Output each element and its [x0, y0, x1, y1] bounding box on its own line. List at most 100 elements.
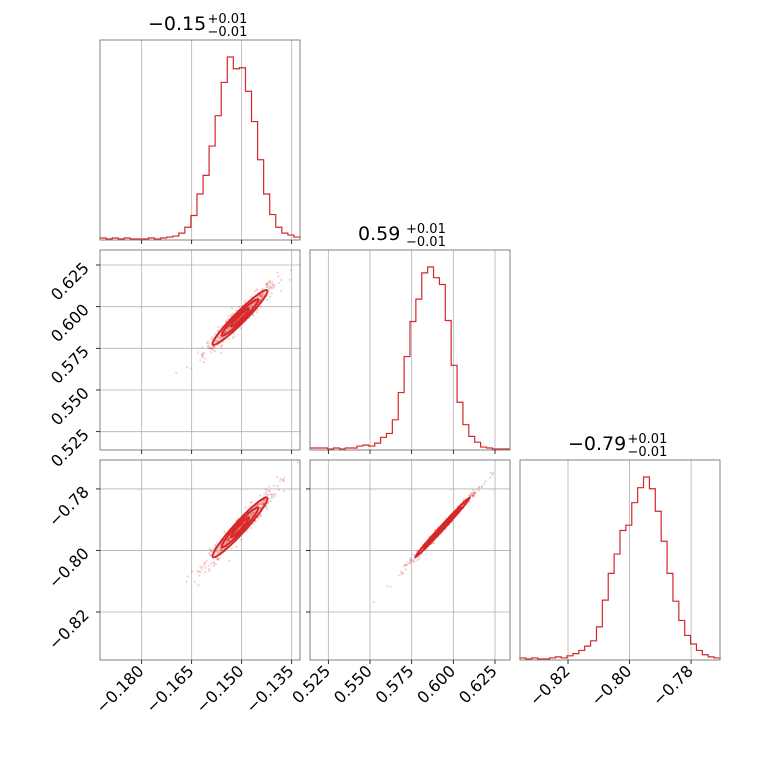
param-2-minus: −0.01: [628, 445, 668, 460]
sample-point: [400, 571, 403, 574]
sample-point: [257, 517, 260, 520]
sample-point: [261, 502, 264, 506]
sample-point: [256, 288, 259, 291]
xtick-label-1-1: 0.550: [330, 661, 376, 707]
sample-point: [259, 293, 262, 296]
sample-point: [209, 562, 213, 565]
sample-point: [267, 493, 270, 496]
sample-point: [409, 560, 413, 563]
sample-point: [216, 549, 219, 553]
sample-point: [249, 304, 253, 307]
sample-point: [269, 499, 272, 503]
sample-point: [282, 478, 285, 481]
sample-point: [200, 566, 203, 569]
sample-point: [413, 557, 417, 560]
sample-point: [209, 554, 212, 557]
sample-point: [202, 351, 205, 354]
sample-point: [259, 494, 262, 497]
sample-point: [267, 284, 270, 287]
sample-point: [260, 514, 263, 517]
sample-point: [262, 500, 265, 503]
sample-point: [402, 572, 405, 575]
sample-point: [265, 505, 268, 509]
sample-point: [400, 570, 403, 573]
panel-21-frame: [309, 459, 511, 661]
sample-point: [472, 491, 475, 494]
sample-point: [228, 328, 231, 331]
sample-point: [268, 280, 272, 283]
sample-point: [261, 294, 264, 297]
sample-point: [196, 570, 199, 573]
sample-point: [255, 288, 258, 291]
sample-point: [470, 492, 473, 495]
sample-point: [207, 345, 210, 348]
panel-20-data: [185, 461, 299, 587]
xtick-label-1-0: 0.525: [288, 661, 334, 707]
sample-point: [205, 342, 209, 345]
sample-point: [491, 473, 494, 476]
sample-point: [473, 491, 476, 494]
sample-point: [469, 492, 472, 495]
sample-point: [245, 530, 248, 533]
sample-point: [213, 562, 216, 565]
sample-point: [216, 557, 219, 560]
param-1-plus: +0.01: [406, 222, 446, 237]
sample-point: [274, 492, 277, 496]
sample-point: [217, 558, 220, 561]
sample-point: [489, 471, 492, 474]
sample-point: [204, 566, 207, 569]
sample-point: [470, 493, 473, 497]
sample-point: [210, 336, 213, 339]
sample-point: [409, 559, 412, 562]
sample-point: [208, 569, 211, 572]
sample-point: [265, 282, 269, 286]
sample-point: [418, 557, 421, 560]
sample-point: [266, 282, 269, 285]
ytick-label-2-0: −0.82: [45, 605, 93, 653]
sample-point: [212, 346, 215, 349]
panel-20-frame: [99, 459, 301, 661]
sample-point: [207, 345, 210, 348]
sample-point: [471, 495, 475, 498]
sample-point: [261, 292, 264, 295]
sample-point: [471, 493, 474, 496]
panel-frames: [99, 39, 721, 661]
sample-point: [270, 495, 274, 498]
sample-point: [260, 501, 263, 504]
sample-point: [270, 292, 273, 295]
data-layer: [99, 56, 721, 660]
sample-point: [209, 346, 212, 349]
sample-point: [219, 556, 222, 559]
sample-point: [225, 319, 228, 322]
param-2-median: −0.79: [568, 433, 626, 455]
sample-point: [204, 357, 207, 360]
sample-point: [416, 559, 419, 562]
sample-point: [296, 461, 299, 464]
sample-point: [231, 336, 234, 339]
sample-point: [235, 545, 238, 549]
sample-point: [212, 561, 215, 564]
sample-point: [471, 494, 475, 497]
sample-point: [278, 488, 281, 492]
sample-point: [259, 294, 262, 298]
sample-point: [477, 486, 480, 489]
sample-point: [219, 336, 222, 339]
sample-point: [233, 335, 236, 338]
sample-point: [251, 513, 254, 517]
xtick-label-0-0: −0.180: [92, 661, 147, 716]
sample-point: [260, 294, 263, 297]
param-0-minus: −0.01: [208, 25, 248, 40]
sample-point: [209, 548, 213, 551]
ytick-label-2-2: −0.78: [45, 482, 93, 530]
sample-point: [282, 489, 285, 493]
sample-point: [260, 296, 263, 299]
sample-point: [243, 299, 247, 302]
sample-point: [277, 281, 280, 285]
sample-point: [462, 498, 465, 501]
sample-point: [474, 492, 477, 495]
xtick-label-1-3: 0.600: [413, 661, 459, 707]
sample-point: [268, 489, 271, 492]
sample-point: [483, 482, 486, 485]
sample-point: [227, 538, 231, 541]
sample-point: [228, 538, 231, 541]
